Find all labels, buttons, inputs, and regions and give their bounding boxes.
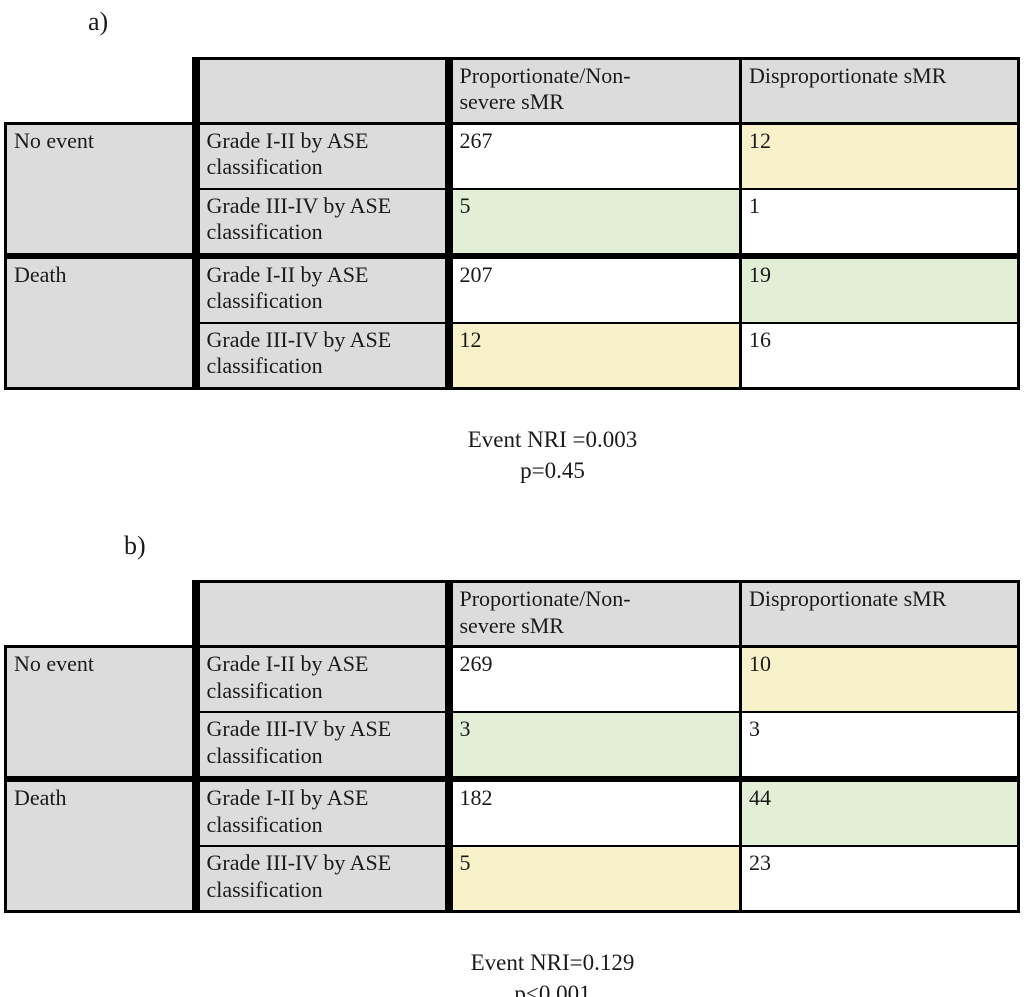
value-cell: 3 bbox=[448, 711, 742, 780]
row-group-label-no-event: No event bbox=[4, 645, 200, 780]
row-group-label-no-event: No event bbox=[4, 121, 200, 256]
value-cell: 207 bbox=[448, 252, 742, 323]
value-cell: 44 bbox=[740, 776, 1020, 847]
col-header-disproportionate-text: Disproportionate sMR bbox=[749, 62, 947, 88]
value-cell: 19 bbox=[740, 252, 1020, 323]
table-row: Grade III-IV by ASE classification 5 23 bbox=[6, 845, 1020, 914]
row-label-grade-1-2: Grade I-II by ASE classification bbox=[195, 646, 453, 713]
col-header-proportionate: Proportionate/Non-severe sMR bbox=[448, 56, 742, 125]
col-header-disproportionate-text: Disproportionate sMR bbox=[749, 586, 947, 612]
reclassification-table-b: Proportionate/Non-severe sMR Disproporti… bbox=[4, 580, 1020, 914]
panel-a-label: a) bbox=[88, 7, 109, 36]
table-row: Grade III-IV by ASE classification 12 16 bbox=[6, 321, 1020, 390]
table-row: No event Grade I-II by ASE classificatio… bbox=[4, 121, 1020, 256]
row-label-grade-1-2: Grade I-II by ASE classification bbox=[195, 776, 453, 847]
col-header-proportionate: Proportionate/Non-severe sMR bbox=[448, 580, 742, 649]
value-cell: 182 bbox=[448, 776, 742, 847]
p-value: p=0.45 bbox=[520, 457, 585, 483]
value-cell: 267 bbox=[448, 123, 742, 189]
row-group-label-death: Death bbox=[4, 252, 200, 390]
col-header-disproportionate: Disproportionate sMR bbox=[740, 56, 1020, 125]
value-cell: 5 bbox=[448, 845, 742, 914]
nri-statistic: Event NRI =0.003 bbox=[467, 426, 638, 452]
table-row: Grade III-IV by ASE classification 3 3 bbox=[6, 711, 1020, 780]
panel-b-caption: Event NRI=0.129 p<0.001 bbox=[46, 947, 1024, 997]
table-row: Grade III-IV by ASE classification 5 1 bbox=[6, 187, 1020, 256]
col-header-disproportionate: Disproportionate sMR bbox=[740, 580, 1020, 649]
nri-statistic: Event NRI=0.129 bbox=[470, 950, 635, 976]
header-row: Proportionate/Non-severe sMR Disproporti… bbox=[6, 56, 1020, 125]
header-row: Proportionate/Non-severe sMR Disproporti… bbox=[6, 580, 1020, 649]
row-label-grade-1-2: Grade I-II by ASE classification bbox=[195, 252, 453, 323]
panel-a-caption: Event NRI =0.003 p=0.45 bbox=[46, 424, 1024, 486]
row-label-grade-3-4: Grade III-IV by ASE classification bbox=[195, 187, 453, 256]
col-header-proportionate-text: Proportionate/Non-severe sMR bbox=[459, 586, 631, 638]
value-cell: 16 bbox=[740, 321, 1020, 390]
col-header-empty bbox=[191, 56, 453, 125]
value-cell: 3 bbox=[740, 711, 1020, 780]
col-header-empty bbox=[191, 580, 453, 649]
corner-spacer bbox=[6, 582, 196, 647]
row-label-grade-3-4: Grade III-IV by ASE classification bbox=[195, 321, 453, 390]
row-label-grade-3-4: Grade III-IV by ASE classification bbox=[195, 711, 453, 780]
row-label-grade-1-2: Grade I-II by ASE classification bbox=[195, 123, 453, 189]
value-cell: 5 bbox=[448, 187, 742, 256]
panel-b-label: b) bbox=[124, 530, 146, 560]
value-cell: 10 bbox=[740, 646, 1020, 713]
value-cell: 12 bbox=[448, 321, 742, 390]
table-row: Death Grade I-II by ASE classification 1… bbox=[4, 776, 1020, 914]
reclassification-table-a: Proportionate/Non-severe sMR Disproporti… bbox=[4, 56, 1020, 390]
value-cell: 12 bbox=[740, 123, 1020, 189]
p-value: p<0.001 bbox=[514, 981, 591, 997]
table-row: No event Grade I-II by ASE classificatio… bbox=[4, 645, 1020, 780]
col-header-proportionate-text: Proportionate/Non-severe sMR bbox=[459, 62, 631, 114]
value-cell: 23 bbox=[740, 845, 1020, 914]
row-group-label-death: Death bbox=[4, 776, 200, 914]
value-cell: 269 bbox=[448, 646, 742, 713]
corner-spacer bbox=[6, 58, 196, 123]
table-row: Death Grade I-II by ASE classification 2… bbox=[4, 252, 1020, 390]
row-label-grade-3-4: Grade III-IV by ASE classification bbox=[195, 845, 453, 914]
value-cell: 1 bbox=[740, 187, 1020, 256]
